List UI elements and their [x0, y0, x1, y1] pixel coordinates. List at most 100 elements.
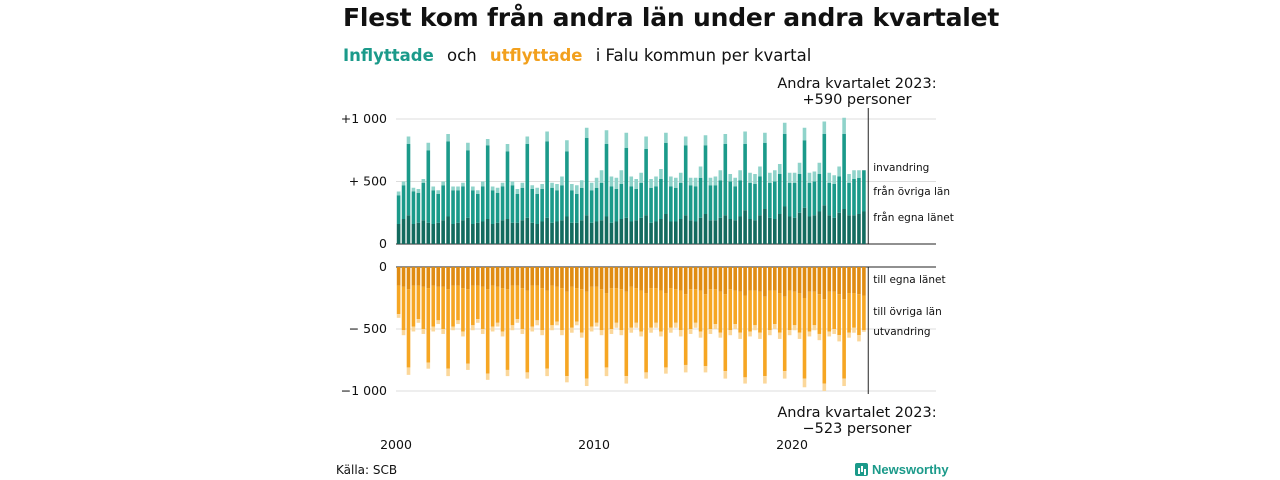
- bar-in-invandring: [654, 176, 658, 187]
- bar-in-ovriga-lan: [604, 144, 609, 217]
- bar-out-egna-lanet: [609, 267, 614, 289]
- bar-in-ovriga-lan: [862, 170, 866, 212]
- bar-in-ovriga-lan: [802, 140, 807, 208]
- bar-out-egna-lanet: [639, 267, 643, 291]
- bar-in-invandring: [614, 177, 619, 189]
- bar-in-invandring: [634, 179, 638, 189]
- bar-in-egna-lanet: [763, 209, 767, 244]
- bar-in-invandring: [520, 182, 525, 188]
- bar-in-invandring: [842, 117, 846, 134]
- bar-out-utvandring: [584, 378, 589, 387]
- bar-in-invandring: [525, 136, 530, 144]
- bar-out-utvandring: [619, 330, 624, 336]
- bar-out-ovriga-lan: [649, 288, 653, 328]
- bar-out-egna-lanet: [570, 267, 574, 287]
- bar-in-ovriga-lan: [688, 185, 693, 221]
- bar-in-egna-lanet: [579, 220, 584, 244]
- bar-in-ovriga-lan: [545, 141, 549, 218]
- bar-in-ovriga-lan: [634, 189, 638, 221]
- bar-out-utvandring: [797, 332, 802, 339]
- bar-in-invandring: [441, 181, 445, 186]
- bar-out-utvandring: [688, 329, 693, 334]
- bar-in-ovriga-lan: [421, 182, 426, 221]
- bar-out-egna-lanet: [520, 267, 525, 289]
- bar-out-utvandring: [768, 330, 772, 336]
- bar-in-ovriga-lan: [555, 190, 559, 222]
- bar-in-invandring: [738, 170, 742, 181]
- bar-in-invandring: [505, 144, 510, 152]
- bar-in-ovriga-lan: [396, 195, 401, 224]
- bar-out-egna-lanet: [446, 267, 450, 290]
- bar-in-invandring: [599, 170, 604, 183]
- bar-out-ovriga-lan: [461, 288, 465, 332]
- bar-in-egna-lanet: [674, 221, 678, 244]
- bar-in-ovriga-lan: [594, 187, 599, 222]
- bar-in-invandring: [683, 136, 688, 146]
- bar-out-ovriga-lan: [723, 294, 728, 372]
- bar-in-invandring: [579, 180, 584, 188]
- bar-in-ovriga-lan: [822, 134, 827, 206]
- bar-out-egna-lanet: [842, 267, 846, 300]
- bar-in-invandring: [515, 189, 520, 194]
- bar-in-ovriga-lan: [599, 182, 604, 221]
- bar-out-egna-lanet: [728, 267, 733, 290]
- bar-out-egna-lanet: [743, 267, 747, 296]
- bar-in-ovriga-lan: [619, 184, 624, 219]
- bar-out-utvandring: [842, 378, 846, 387]
- bar-in-invandring: [852, 170, 856, 179]
- bar-in-ovriga-lan: [777, 174, 782, 214]
- bar-in-ovriga-lan: [466, 150, 470, 218]
- bar-out-ovriga-lan: [708, 289, 713, 329]
- bar-out-egna-lanet: [510, 267, 515, 286]
- bar-in-ovriga-lan: [530, 189, 535, 223]
- bar-in-invandring: [530, 185, 535, 189]
- x-tick-label: 2020: [776, 437, 808, 452]
- bar-in-invandring: [495, 187, 500, 193]
- bar-in-egna-lanet: [426, 222, 431, 244]
- bar-out-ovriga-lan: [768, 290, 772, 331]
- subtitle-och: och: [447, 46, 477, 65]
- bar-out-egna-lanet: [857, 267, 861, 295]
- bar-out-egna-lanet: [505, 267, 510, 290]
- bar-out-ovriga-lan: [758, 291, 762, 333]
- bar-in-egna-lanet: [461, 220, 465, 244]
- bar-in-egna-lanet: [421, 220, 426, 244]
- bar-in-ovriga-lan: [520, 187, 525, 221]
- bar-in-ovriga-lan: [847, 182, 851, 216]
- bar-out-egna-lanet: [698, 267, 703, 291]
- bar-in-ovriga-lan: [842, 134, 846, 209]
- annotation-top-line2: +590 personer: [802, 92, 912, 108]
- bar-in-egna-lanet: [723, 215, 728, 244]
- bar-in-egna-lanet: [589, 222, 594, 244]
- x-tick-label: 2000: [380, 437, 412, 452]
- bar-in-egna-lanet: [743, 210, 747, 244]
- bar-out-egna-lanet: [733, 267, 737, 291]
- bar-in-egna-lanet: [604, 216, 609, 244]
- bar-in-egna-lanet: [787, 216, 792, 244]
- bar-in-ovriga-lan: [748, 182, 752, 219]
- bar-in-ovriga-lan: [718, 180, 723, 218]
- bar-in-ovriga-lan: [852, 179, 856, 216]
- bar-in-ovriga-lan: [589, 190, 594, 223]
- bar-in-invandring: [713, 176, 718, 186]
- bar-in-egna-lanet: [456, 222, 460, 244]
- bottom-y-tick-label: −1 000: [341, 383, 387, 398]
- bar-out-ovriga-lan: [644, 293, 648, 373]
- bar-out-egna-lanet: [802, 267, 807, 298]
- bar-in-invandring: [782, 122, 787, 134]
- bar-out-ovriga-lan: [842, 299, 846, 379]
- bar-out-utvandring: [787, 330, 792, 336]
- bar-out-utvandring: [773, 324, 777, 329]
- bar-in-ovriga-lan: [490, 190, 495, 224]
- bar-out-egna-lanet: [822, 267, 827, 300]
- bar-out-ovriga-lan: [664, 293, 668, 368]
- bar-out-ovriga-lan: [659, 290, 663, 332]
- bar-in-invandring: [837, 166, 841, 177]
- bar-in-ovriga-lan: [535, 194, 539, 224]
- bar-out-egna-lanet: [490, 267, 495, 286]
- bar-out-utvandring: [758, 332, 762, 339]
- bar-out-utvandring: [485, 373, 490, 380]
- bottom-series-label: till övriga län: [873, 306, 942, 318]
- bar-out-egna-lanet: [550, 267, 554, 286]
- bar-in-invandring: [471, 186, 475, 191]
